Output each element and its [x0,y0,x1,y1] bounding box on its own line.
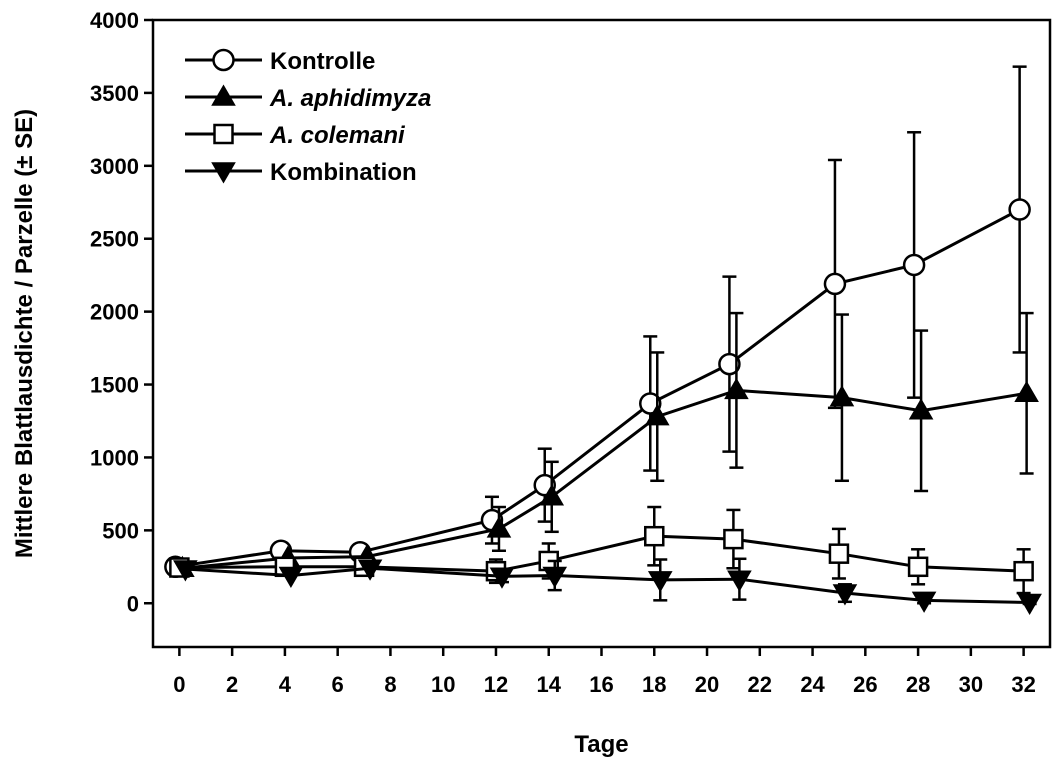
data-point [723,528,744,550]
legend-entry-4: Kombination [185,159,417,186]
data-point [823,272,847,296]
legend-marker [211,162,236,184]
data-point [1017,593,1042,616]
y-tick-label: 3500 [90,81,139,106]
legend-label: Kombination [270,159,417,186]
data-point [644,525,665,547]
x-axis-title: Tage [574,731,628,758]
data-point [1008,198,1031,221]
x-tick-label: 26 [853,672,877,697]
x-tick-label: 14 [536,672,561,697]
y-tick-label: 4000 [90,8,139,33]
x-tick-label: 20 [695,672,719,697]
data-point [724,377,749,400]
x-tick-label: 6 [332,672,344,697]
series-line [179,534,1024,573]
x-tick-label: 22 [748,672,772,697]
x-tick-label: 30 [959,672,983,697]
data-point [278,566,304,589]
legend-label: A. colemani [269,122,406,149]
y-tick-label: 1000 [90,445,139,470]
data-point [357,559,383,581]
legend-marker [213,123,234,145]
series-layer [164,65,1042,616]
data-point [644,404,670,426]
x-tick-label: 4 [279,672,292,697]
x-tick-label: 28 [906,672,930,697]
legend-marker [212,48,235,72]
series-line [182,388,1027,570]
data-point [1013,560,1034,582]
data-point [828,543,850,564]
data-point [539,484,565,506]
data-point [911,591,937,613]
x-tick-label: 16 [589,672,613,697]
x-tick-label: 24 [800,672,825,697]
x-tick-label: 0 [173,672,185,697]
x-tick-label: 12 [484,672,508,697]
y-tick-label: 1500 [90,373,139,398]
legend-label: A. aphidimyza [269,85,431,112]
legend-marker [211,84,236,106]
data-point [173,560,198,582]
data-point [829,385,855,407]
series-4 [173,557,1042,616]
y-tick-label: 500 [102,518,139,543]
legend-entry-2: A. aphidimyza [185,84,431,112]
series-line [175,208,1021,569]
legend: Kontrolle A. aphidimyza A. colemani Kombina… [185,48,431,186]
y-tick-label: 3000 [90,154,139,179]
legend-label: Kontrolle [270,48,375,75]
data-point [902,253,926,277]
data-point [907,556,929,578]
data-point [542,566,568,589]
data-point [647,571,673,593]
data-point [489,567,515,589]
y-tick-label: 2500 [90,227,139,252]
y-tick-label: 0 [127,591,139,616]
data-point [832,584,858,606]
legend-entry-3: A. colemani [185,122,406,149]
legend-entry-1: Kontrolle [185,48,375,75]
x-tick-label: 32 [1011,672,1035,697]
series-line [185,566,1030,605]
data-point [727,570,752,592]
y-tick-label: 2000 [90,300,139,325]
x-tick-label: 18 [642,672,666,697]
data-point [486,516,512,538]
data-point [908,398,934,420]
x-tick-label: 8 [384,672,396,697]
x-tick-label: 2 [226,672,238,697]
y-axis-title: Mittlere Blattlausdichte / Parzelle (± S… [11,109,38,558]
series-2 [170,311,1039,578]
data-point [1014,380,1039,403]
x-tick-label: 10 [431,672,455,697]
data-point [718,352,741,376]
